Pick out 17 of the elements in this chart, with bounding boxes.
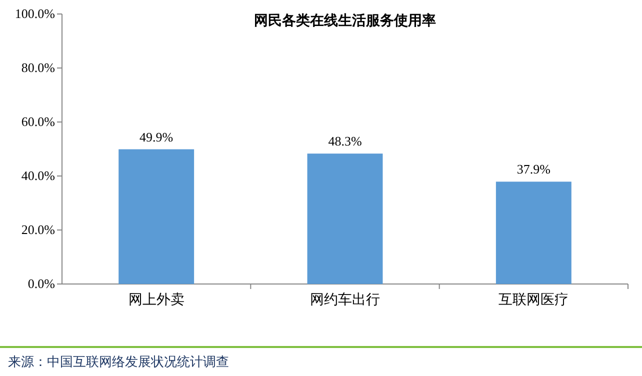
data-label: 49.9%	[140, 129, 174, 144]
x-tick-label: 网约车出行	[310, 291, 380, 307]
y-tick-label: 60.0%	[21, 114, 56, 129]
bar	[307, 154, 383, 284]
x-tick-label: 网上外卖	[128, 291, 184, 307]
y-tick-label: 0.0%	[28, 276, 56, 291]
y-tick-label: 100.0%	[14, 6, 56, 21]
bar	[118, 149, 194, 284]
source-note: 来源：中国互联网络发展状况统计调查	[8, 354, 229, 369]
bar	[496, 182, 572, 284]
y-tick-label: 40.0%	[21, 168, 56, 183]
y-tick-label: 80.0%	[21, 60, 56, 75]
data-label: 48.3%	[328, 134, 362, 149]
data-label: 37.9%	[516, 162, 551, 177]
chart-title: 网民各类在线生活服务使用率	[254, 12, 436, 28]
y-tick-label: 20.0%	[21, 222, 56, 237]
x-tick-label: 互联网医疗	[498, 291, 569, 307]
